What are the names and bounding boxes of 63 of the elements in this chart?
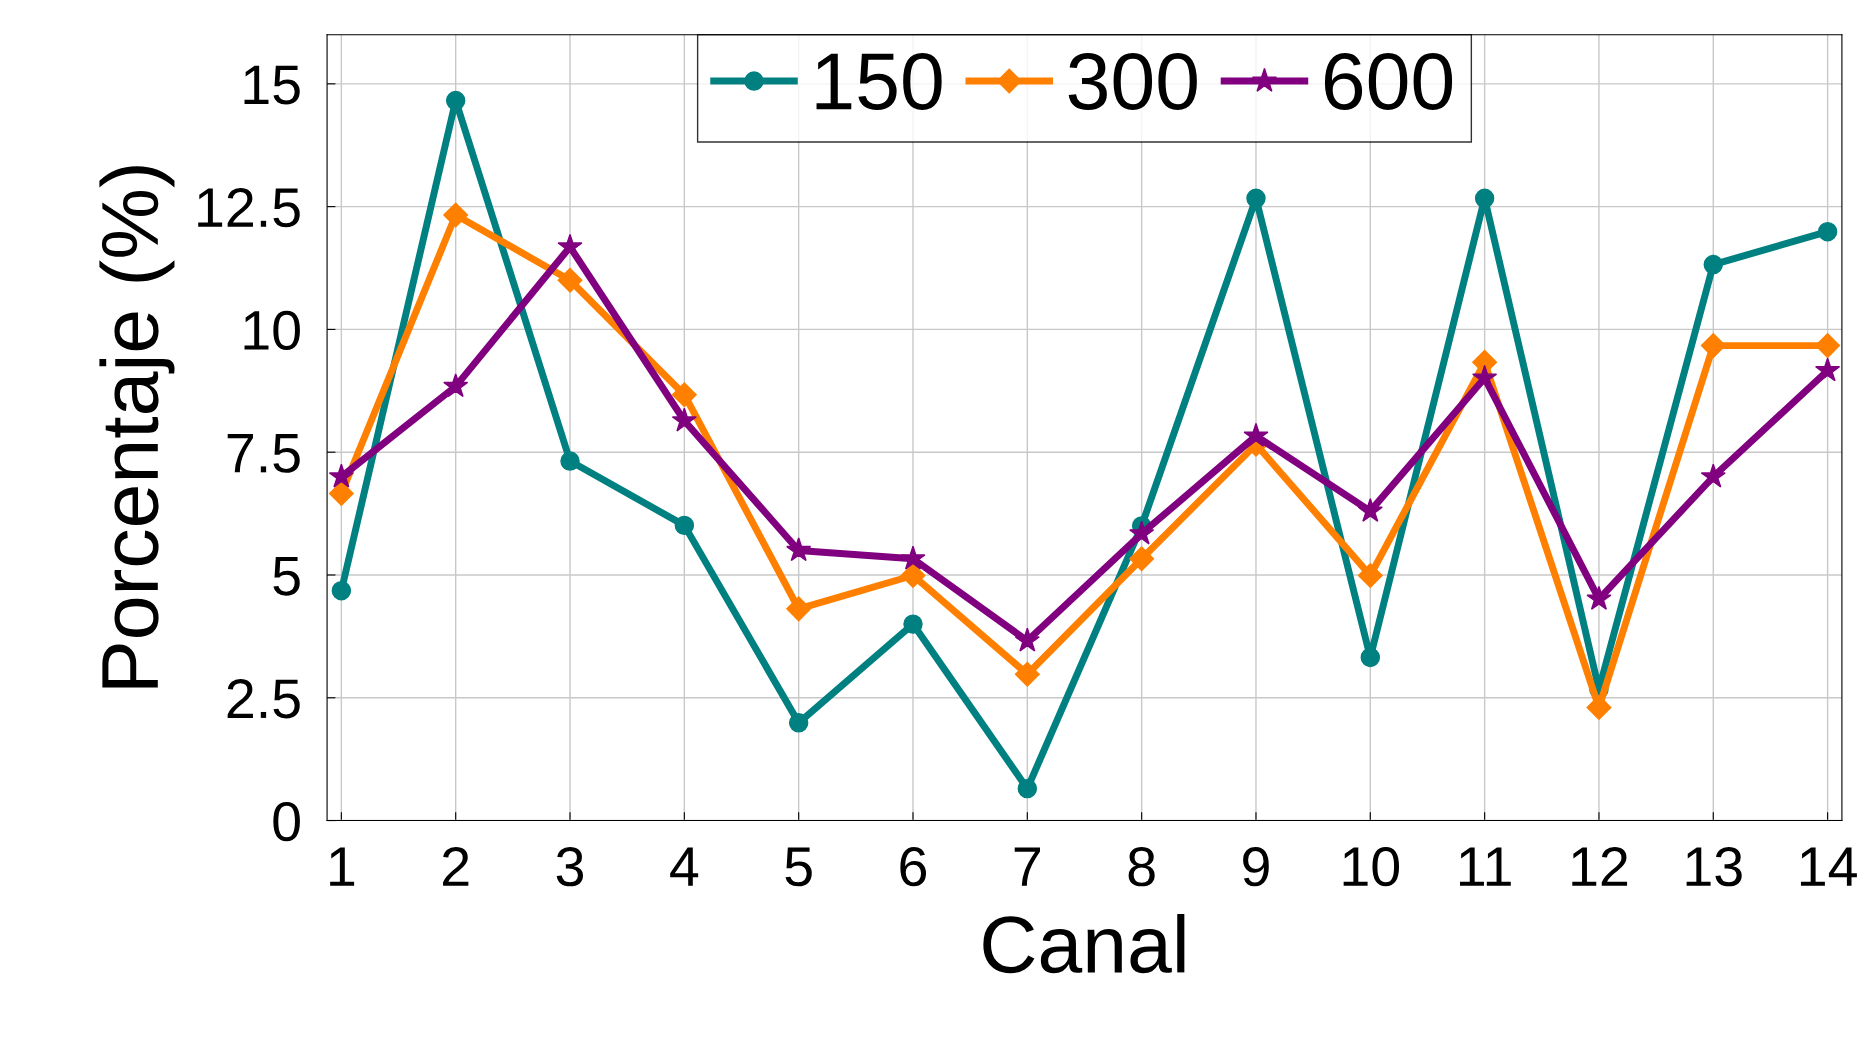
x-axis-title: Canal [983,914,1185,974]
point [900,545,926,570]
point [1586,695,1612,721]
point [1815,357,1841,382]
point [1357,497,1383,522]
point [1014,661,1040,687]
point [443,373,469,398]
legend-label: 600 [1324,52,1453,110]
x-tick-label: 1 [330,847,355,886]
point [1017,778,1038,799]
point [1586,585,1612,610]
y-tick-label: 15 [244,65,300,105]
point [328,480,354,506]
x-tick-label: 8 [1128,847,1155,887]
x-tick-label: 10 [1343,847,1400,887]
x-tick-label: 12 [1572,847,1628,886]
point [1474,188,1495,208]
y-tick-label: 2.5 [227,679,300,719]
point [1700,333,1726,359]
point [1703,254,1724,275]
point [1815,333,1841,359]
x-tick-label: 13 [1686,847,1742,887]
y-tick-label: 0 [273,801,300,842]
point [445,90,466,111]
x-tick-label: 9 [1243,847,1269,887]
point [786,537,812,562]
point [671,407,697,432]
point [674,515,695,536]
point [331,580,352,601]
point [1014,627,1040,652]
y-tick-label: 7.5 [227,434,300,473]
y-axis-title: Porcentaje (%) [99,166,175,688]
point [328,463,354,488]
x-tick-label: 3 [556,847,584,887]
x-tick-label: 7 [1014,847,1040,886]
legend-label: 150 [816,52,942,110]
y-tick-label: 10 [244,310,300,351]
legend-label: 300 [1068,52,1197,110]
x-tick-label: 5 [785,847,812,887]
x-tick-label: 11 [1460,847,1511,886]
point [903,614,923,634]
point [1129,546,1155,572]
x-tick-label: 14 [1800,847,1857,886]
point [786,596,812,622]
point [1472,364,1498,389]
point [1357,562,1383,588]
point [1360,647,1381,668]
point [900,562,926,588]
x-tick-label: 4 [670,847,699,886]
point [557,267,583,293]
x-tick-label: 2 [443,847,469,886]
point [1246,188,1266,208]
y-tick-label: 12.5 [198,187,300,228]
point [1129,520,1155,545]
point [560,451,580,471]
point [788,713,809,733]
y-tick-label: 5 [273,556,300,596]
point [1243,422,1269,447]
point [671,382,697,408]
point [1700,463,1726,488]
point [1817,221,1838,242]
x-tick-label: 6 [900,847,927,887]
point [443,202,469,228]
